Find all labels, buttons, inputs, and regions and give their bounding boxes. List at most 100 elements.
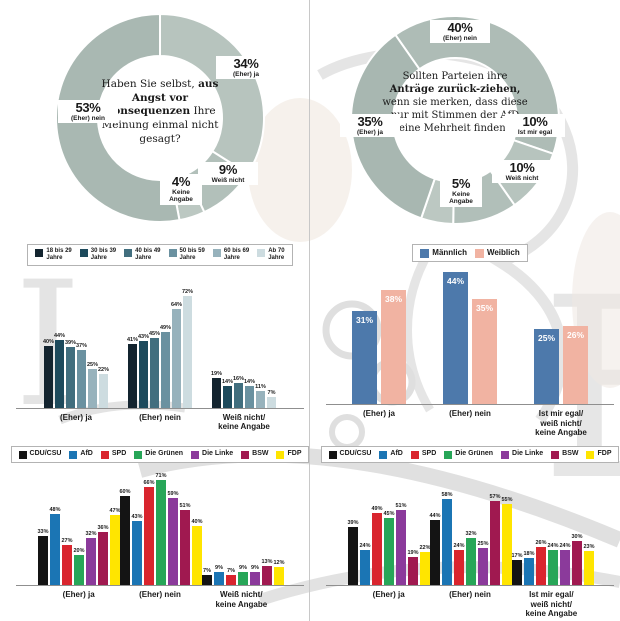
category-label: (Eher) nein bbox=[449, 590, 491, 599]
gender-bars: 31% 38% 44% 35% 25% 26% (Eher) ja (Eher) nein Is… bbox=[326, 266, 614, 438]
bar-value: 40% bbox=[191, 518, 203, 525]
gender-legend: Männlich Weiblich bbox=[326, 244, 614, 262]
bar-value: 9% bbox=[251, 564, 259, 571]
bar-weiblich: 35% bbox=[472, 299, 497, 404]
question-bold-text: Anträge zurück-ziehen, bbox=[389, 84, 521, 95]
legend-swatch bbox=[444, 451, 453, 459]
donut-question: Haben Sie selbst, aus Angst vor Konseque… bbox=[90, 78, 230, 146]
legend-swatch bbox=[551, 451, 560, 459]
donut-label-ist-mir-egal: 10% Ist mir egal bbox=[505, 114, 565, 138]
bar-cdu/csu: 17% bbox=[511, 553, 523, 585]
bar-value: 49% bbox=[371, 505, 383, 512]
party-bars-right: 39% 24% 49% 45% 51% 19% 22% 44% 58% 24% 32% 25% 57% 5… bbox=[326, 473, 614, 619]
legend-swatch bbox=[379, 451, 388, 459]
bar-value: 45% bbox=[383, 511, 395, 518]
bar-value: 22% bbox=[97, 366, 110, 373]
bar-value: 58% bbox=[441, 492, 453, 499]
legend-item: Die Grünen bbox=[134, 450, 183, 459]
bar-group: 7% 9% 7% 9% 9% 13% 12% bbox=[202, 559, 285, 585]
legend-item: 30 bis 39 Jahre bbox=[79, 248, 116, 262]
legend-label: 40 bis 49 Jahre bbox=[135, 248, 161, 261]
bar-value: 44% bbox=[53, 332, 66, 339]
category-label: (Eher) ja bbox=[362, 409, 395, 418]
category-label: (Eher) nein bbox=[139, 590, 181, 599]
bar-value: 25% bbox=[477, 541, 489, 547]
bar-group: 17% 18% 26% 24% 24% 30% 23% bbox=[511, 534, 595, 585]
legend-swatch bbox=[191, 451, 200, 459]
bar-50-bis-59: 14% bbox=[244, 379, 255, 408]
bar-value: 26% bbox=[535, 539, 547, 546]
legend-swatch bbox=[79, 249, 88, 257]
bar-die-linke: 9% bbox=[250, 565, 260, 585]
bar-value: 35% bbox=[475, 303, 494, 313]
bar-group: 41% 43% 45% 49% 64% 72% bbox=[127, 289, 193, 408]
legend-item: 60 bis 69 Jahre bbox=[212, 248, 249, 262]
donut-seg-name: (Eher) ja bbox=[232, 71, 259, 78]
donut-seg-name: Keine Angabe bbox=[449, 191, 473, 206]
category-row: (Eher) ja (Eher) nein Weiß nicht/ keine An… bbox=[16, 586, 304, 609]
bar-value: 19% bbox=[407, 549, 419, 556]
bar-die-grünen: 24% bbox=[547, 543, 559, 585]
donut-seg-name: (Eher) ja bbox=[356, 129, 383, 136]
donut-seg-name: (Eher) nein bbox=[443, 35, 477, 42]
bar-bsw: 13% bbox=[261, 559, 273, 585]
bar-fdp: 55% bbox=[501, 497, 513, 585]
bar-value: 71% bbox=[155, 472, 167, 479]
bar-18-bis-29: 40% bbox=[43, 339, 54, 408]
legend-label: 18 bis 29 Jahre bbox=[46, 248, 72, 261]
category-row: (Eher) ja (Eher) nein Weiß nicht/ keine An… bbox=[16, 409, 304, 432]
bar-value: 14% bbox=[221, 379, 234, 386]
legend-swatch bbox=[420, 249, 430, 258]
bar-die-linke: 24% bbox=[559, 543, 571, 585]
bar-männlich: 44% bbox=[443, 272, 468, 404]
bar-value: 59% bbox=[167, 490, 179, 497]
bar-value: 32% bbox=[465, 530, 477, 537]
legend-swatch bbox=[241, 451, 250, 459]
legend-swatch bbox=[212, 249, 221, 257]
donut-label-eher-ja: 35% (Eher) ja bbox=[340, 114, 400, 138]
bar-die-linke: 59% bbox=[167, 491, 179, 585]
bar-fdp: 40% bbox=[191, 519, 203, 585]
bar-value: 37% bbox=[75, 343, 88, 350]
bar-18-bis-29: 41% bbox=[127, 337, 138, 408]
legend-label: Die Grünen bbox=[145, 450, 184, 457]
bar-value: 26% bbox=[566, 330, 585, 340]
bars-row: 39% 24% 49% 45% 51% 19% 22% 44% 58% 24% 32% 25% 57% 5… bbox=[326, 473, 614, 586]
bar-value: 44% bbox=[429, 512, 441, 519]
bar-value: 39% bbox=[64, 340, 77, 347]
legend-label: BSW bbox=[252, 450, 269, 457]
bar-value: 47% bbox=[109, 508, 121, 515]
bar-value: 18% bbox=[523, 551, 535, 558]
legend-label: FDP bbox=[597, 450, 612, 457]
donut-seg-name: Weiß nicht bbox=[211, 177, 245, 184]
category-label: Weiß nicht/ keine Angabe bbox=[215, 590, 268, 609]
bar-fdp: 12% bbox=[273, 560, 285, 585]
party-bars-left: 33% 48% 27% 20% 32% 36% 47% 60% 43% 66% 71% 59% 51% 4… bbox=[16, 473, 304, 609]
legend-item: BSW bbox=[241, 450, 268, 459]
legend-label: AfD bbox=[390, 450, 403, 457]
bar-value: 66% bbox=[143, 480, 155, 487]
bar-value: 7% bbox=[227, 567, 235, 574]
bar-ab-70: 72% bbox=[182, 289, 193, 408]
bar-50-bis-59: 37% bbox=[76, 343, 87, 408]
legend-label: AfD bbox=[80, 450, 93, 457]
legend-item: FDP bbox=[276, 450, 301, 459]
donut-pct: 35% bbox=[357, 114, 383, 129]
bar-value: 64% bbox=[170, 301, 183, 308]
category-label: (Eher) ja bbox=[59, 412, 92, 422]
legend-label: CDU/CSU bbox=[29, 450, 62, 457]
bar-value: 7% bbox=[267, 389, 276, 396]
column-divider bbox=[309, 0, 310, 621]
donut-label-eher-nein: 40% (Eher) nein bbox=[430, 20, 490, 44]
bar-value: 24% bbox=[559, 542, 571, 549]
bar-value: 51% bbox=[179, 502, 191, 509]
legend-swatch bbox=[124, 249, 133, 257]
bars-row: 40% 44% 39% 37% 25% 22% 41% 43% 45% 49% 64% 72% 19% 1… bbox=[16, 288, 304, 409]
donut-seg-name: Ist mir egal bbox=[517, 129, 553, 136]
bar-ab-70: 7% bbox=[267, 390, 276, 408]
donut-seg-name: (Eher) nein bbox=[71, 115, 105, 122]
bar-value: 22% bbox=[419, 545, 431, 552]
legend-label: Die Grünen bbox=[455, 450, 494, 457]
bar-afd: 24% bbox=[359, 543, 371, 585]
age-bars: 40% 44% 39% 37% 25% 22% 41% 43% 45% 49% 64% 72% 19% 1… bbox=[16, 288, 304, 432]
